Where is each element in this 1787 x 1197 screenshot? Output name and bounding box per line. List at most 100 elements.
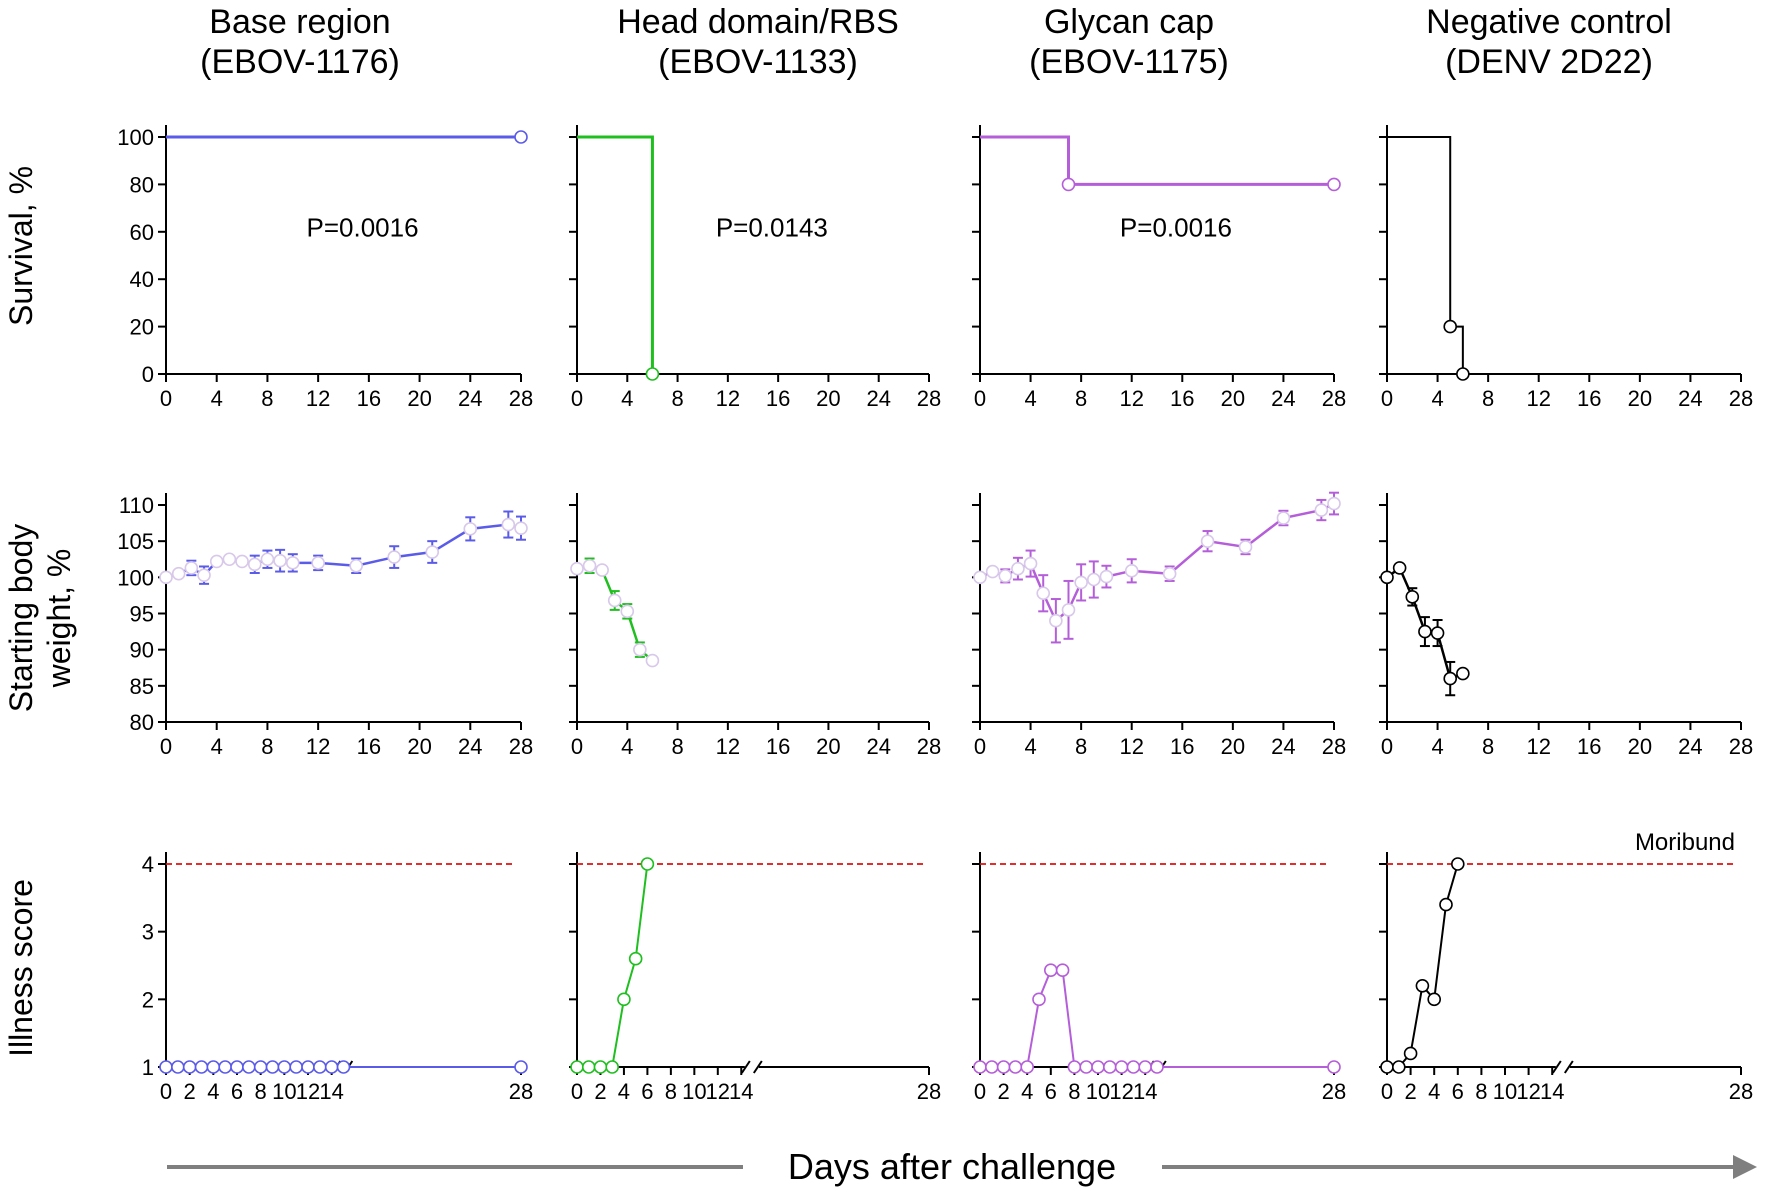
weight-y-tick-label: 90 [130,638,154,663]
illness-marker [1392,1060,1406,1074]
column-title-glycan: Glycan cap [1044,3,1214,41]
illness-marker [1091,1060,1105,1074]
weight-marker [1099,569,1114,584]
survival-x-tick-label: 28 [509,386,533,411]
survival-marker [645,367,660,381]
weight-marker [985,564,1000,579]
illness-axis-break-mark [1551,1060,1562,1074]
ylabel-weight-line1: Starting body [3,524,39,713]
survival-x-tick-label: 20 [816,386,840,411]
weight-marker [1380,570,1394,585]
weight-marker [1036,586,1051,601]
illness-x-tick-label: 6 [1452,1079,1464,1104]
weight-marker [247,557,262,572]
survival-marker [1443,319,1458,334]
weight-marker [1049,613,1063,628]
illness-marker [1327,1060,1341,1074]
illness-x-tick-label: 14 [1133,1079,1157,1104]
illness-x-tick-label: 0 [160,1079,172,1104]
illness-x-tick-label: 4 [618,1079,630,1104]
weight-marker [1443,671,1458,686]
weight-marker [184,561,199,575]
weight-y-tick-label: 110 [119,493,154,518]
weight-x-tick-label: 4 [621,734,633,759]
survival-x-tick-label: 0 [974,386,986,411]
survival-marker [514,130,528,144]
illness-y-tick-label: 3 [142,920,154,945]
weight-marker [1392,561,1407,575]
weight-x-tick-label: 20 [407,734,431,759]
weight-x-tick-label: 20 [1221,734,1245,759]
survival-x-tick-label: 12 [716,386,740,411]
weight-marker [1023,556,1038,571]
xlabel-days-after-challenge: Days after challenge [788,1146,1116,1187]
survival-x-tick-label: 16 [357,386,381,411]
survival-pvalue-glycan: P=0.0016 [1120,213,1232,243]
illness-axes-glycan: 0 2 4 6 8 10 12 14 28 [972,852,1346,1104]
illness-marker [1150,1060,1164,1074]
illness-axis-break-gap [744,1064,759,1070]
illness-x-tick-label: 14 [729,1079,753,1104]
weight-axes-head: 0 4 8 12 16 20 24 28 [569,493,941,759]
weight-marker [1086,572,1101,587]
illness-x-tick-label: 6 [641,1079,653,1104]
survival-y-tick-label: 100 [117,125,154,150]
xlabel-arrowhead-icon [1733,1155,1757,1179]
illness-x-tick-label: 4 [1021,1079,1033,1104]
weight-x-tick-label: 4 [1431,734,1443,759]
survival-x-tick-label: 24 [1271,386,1295,411]
illness-x-tick-label: 12 [296,1079,320,1104]
weight-x-tick-label: 12 [1119,734,1143,759]
weight-x-tick-label: 4 [211,734,223,759]
illness-y-tick-label: 1 [142,1055,154,1080]
column-subtitle-base: (EBOV-1176) [200,43,400,81]
weight-x-tick-label: 16 [1577,734,1601,759]
weight-marker [1238,540,1253,554]
weight-marker [425,545,440,559]
illness-marker [1427,992,1441,1007]
weight-x-tick-label: 8 [261,734,273,759]
weight-marker [222,552,237,567]
weight-marker [570,561,584,576]
illness-x-tick-label: 12 [706,1079,730,1104]
illness-x-tick-label: 0 [571,1079,583,1104]
weight-marker [1162,566,1177,581]
ylabel-survival: Survival, % [3,166,39,326]
illness-x-tick-label: 28 [1322,1079,1346,1104]
illness-marker [1008,1060,1023,1074]
column-title-base: Base region [209,3,390,41]
illness-x-tick-label: 6 [231,1079,243,1104]
weight-marker [1327,496,1341,511]
column-subtitle-glycan: (EBOV-1175) [1029,43,1229,81]
survival-x-tick-label: 20 [1221,386,1245,411]
weight-x-tick-label: 12 [716,734,740,759]
survival-x-tick-label: 16 [1577,386,1601,411]
illness-marker [253,1060,268,1074]
illness-marker [593,1060,608,1074]
illness-x-tick-label: 28 [917,1079,941,1104]
weight-marker [171,566,186,581]
illness-marker [1138,1060,1152,1074]
weight-marker [607,593,622,608]
survival-axes-glycan: 0 4 8 12 16 20 24 28 P=0.0016 [972,125,1346,411]
illness-marker [336,1060,351,1074]
weight-x-tick-label: 4 [1024,734,1036,759]
survival-x-tick-label: 16 [1170,386,1194,411]
illness-x-tick-label: 8 [1475,1079,1487,1104]
illness-marker [194,1060,209,1074]
weight-y-tick-label: 85 [130,674,154,699]
illness-marker [159,1060,173,1074]
illness-marker [277,1060,292,1074]
illness-marker [996,1060,1011,1074]
illness-x-tick-label: 28 [509,1079,533,1104]
illness-axis-break-mark [740,1060,751,1074]
illness-marker [1044,963,1058,978]
survival-x-tick-label: 0 [1381,386,1393,411]
illness-marker [1079,1060,1093,1074]
survival-pvalue-head: P=0.0143 [716,213,828,243]
illness-marker [218,1060,232,1074]
weight-y-tick-label: 95 [130,602,154,627]
weight-marker [1074,575,1088,590]
illness-x-tick-label: 2 [594,1079,606,1104]
